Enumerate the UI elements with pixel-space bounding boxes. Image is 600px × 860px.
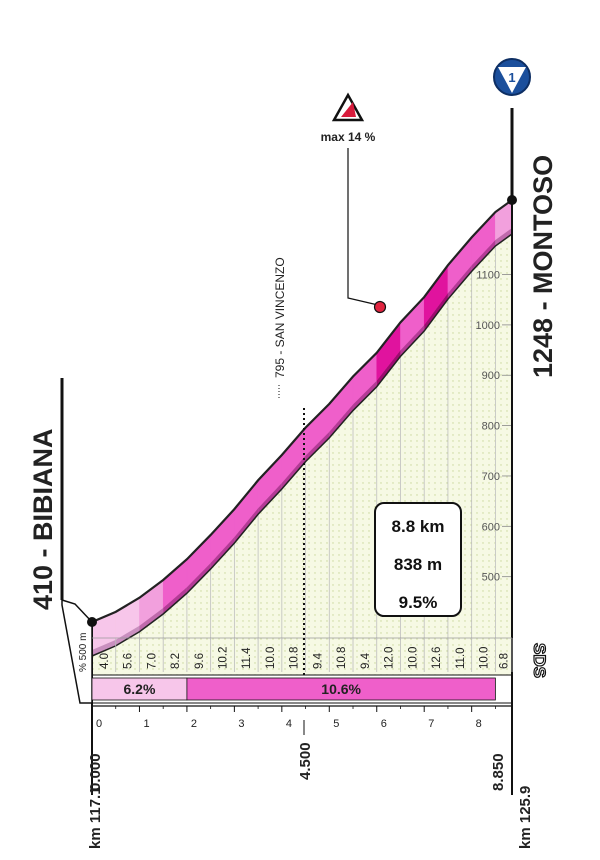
ruler-tick-label: 6 [381, 718, 387, 730]
gradient-label: 11.4 [241, 647, 253, 669]
finish-dot [507, 195, 517, 205]
max-gradient-label: max 14 % [321, 130, 376, 144]
ruler-tick-label: 0 [96, 718, 102, 730]
max-gradient-icon-fill [341, 102, 356, 117]
ruler-tick-label: 5 [333, 718, 339, 730]
ruler-tick-label: 1 [143, 718, 149, 730]
ribbon-top-edge [91, 199, 513, 624]
segment-label: 6.2% [123, 681, 155, 697]
altitude-tick-label: 600 [482, 521, 500, 533]
start-label: 410 - BIBIANA [28, 428, 58, 610]
ribbon-shadow [305, 431, 330, 462]
ruler-tick-label: 3 [238, 718, 244, 730]
intermediate-label: 795 - SAN VINCENZO [273, 257, 287, 378]
ribbon-shadow [258, 482, 282, 515]
scale-label: % 500 m [78, 633, 89, 672]
summary-box [374, 502, 462, 617]
gradient-label: 10.8 [336, 647, 348, 669]
altitude-tick-label: 1100 [476, 270, 500, 282]
gradient-label: 10.0 [407, 647, 419, 669]
segment-bar: 6.2% 10.6% [91, 677, 496, 701]
gradient-label: 9.4 [360, 652, 372, 669]
gradient-label: 7.0 [146, 653, 158, 669]
start-dot [87, 617, 97, 627]
gradient-label: 12.6 [431, 647, 443, 669]
gradient-label: 10.0 [479, 647, 491, 669]
km-gridlines [115, 216, 496, 640]
altitude-tick-label: 700 [482, 471, 500, 483]
finish-badge-number: 1 [508, 70, 515, 85]
gradient-label: 8.2 [170, 653, 182, 669]
altitude-tick-label: 800 [482, 421, 500, 433]
altitude-tick-label: 900 [482, 370, 500, 382]
ribbon-bottom-edge [91, 233, 513, 657]
finish-km: km 125.9 [517, 786, 534, 849]
ribbon-shadow [186, 562, 211, 594]
brand-logo: SDS [530, 643, 549, 678]
finish-label: 1248 - MONTOSO [528, 155, 558, 378]
finish-badge-triangle [498, 67, 526, 93]
start-distance: 0.000 [87, 753, 104, 791]
ribbon-shadow [329, 404, 354, 438]
ribbon-shadow [400, 325, 425, 357]
ribbon-shadow [234, 508, 259, 544]
gradient-label: 10.0 [265, 647, 277, 669]
max-gradient-leader [347, 148, 379, 306]
gradient-label: 10.8 [289, 647, 301, 669]
gradient-label: 4.0 [99, 653, 111, 669]
ribbon-shadow [471, 240, 496, 272]
gradient-label: 9.6 [194, 653, 206, 669]
gradient-strip: 4.0 5.6 7.0 8.2 9.6 10.2 11.4 10.0 10.8 9.4 10.8 9.… [92, 637, 513, 672]
intermediate-distance: 4.500 [297, 742, 314, 780]
ribbon-shadow [376, 350, 401, 387]
ribbon-shadow [210, 537, 235, 569]
profile-ribbon [91, 199, 513, 657]
segment-block [186, 677, 496, 701]
altitude-tick-label: 1000 [476, 320, 500, 332]
ribbon-shadow [495, 228, 512, 247]
ribbon-shadow [424, 293, 448, 332]
km-ruler: 0 1 2 3 4 5 6 7 8 [91, 705, 512, 730]
ribbon-shadow [139, 607, 164, 632]
altitude-tick-label: 500 [482, 572, 500, 584]
ribbon-shadow [353, 380, 377, 411]
ribbon-shadow [281, 455, 306, 489]
altitude-ticks: 500 600 700 800 900 1000 1100 [476, 270, 512, 584]
gradient-label: 11.0 [455, 647, 467, 669]
max-gradient-point [373, 300, 387, 314]
summary-gradient: 9.5% [399, 593, 438, 612]
start-km: km 117.1 [87, 786, 104, 849]
ribbon-shadow [163, 587, 187, 614]
ruler-tick-label: 4 [286, 718, 292, 730]
gradient-label: 10.2 [218, 647, 230, 669]
gradient-label: 12.0 [384, 647, 396, 669]
ribbon-shadow [447, 265, 472, 300]
ribbon-shadow [115, 625, 140, 646]
gradient-label: 9.4 [312, 652, 324, 669]
ribbon-shadow [92, 639, 116, 656]
ruler-tick-label: 8 [476, 718, 482, 730]
gradient-label: 6.8 [499, 653, 511, 669]
ruler-tick-label: 2 [191, 718, 197, 730]
gradient-label: 5.6 [123, 653, 135, 669]
segment-label: 10.6% [321, 681, 361, 697]
ruler-tick-label: 7 [428, 718, 434, 730]
summary-length: 8.8 km [392, 517, 445, 536]
finish-distance: 8.850 [490, 753, 507, 791]
summary-elevation: 838 m [394, 555, 442, 574]
